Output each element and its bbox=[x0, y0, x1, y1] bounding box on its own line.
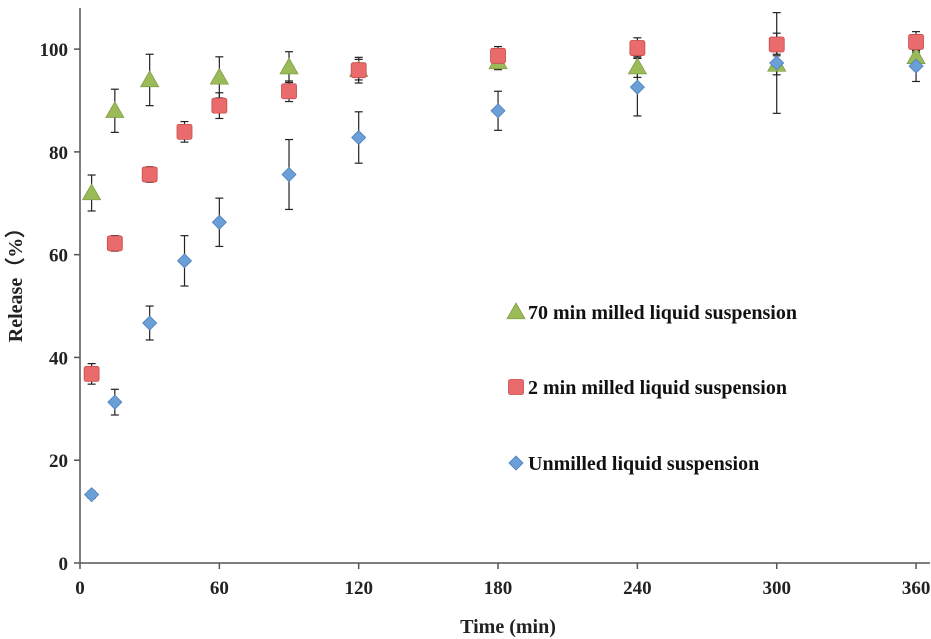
x-tick-label: 240 bbox=[623, 578, 652, 599]
axes bbox=[74, 8, 930, 569]
x-tick-label: 0 bbox=[75, 578, 85, 599]
y-tick-label: 40 bbox=[49, 348, 68, 369]
data-point-diamond bbox=[176, 253, 193, 269]
x-tick-label: 180 bbox=[484, 578, 513, 599]
legend-label: Unmilled liquid suspension bbox=[528, 453, 759, 475]
data-point-square bbox=[768, 36, 785, 53]
data-point-square bbox=[176, 123, 193, 140]
x-tick-label: 360 bbox=[902, 578, 931, 599]
data-point-diamond bbox=[629, 79, 645, 95]
error-bars bbox=[87, 12, 921, 499]
data-point-diamond bbox=[490, 103, 506, 119]
x-axis-title: Time (min) bbox=[460, 616, 556, 638]
data-point-triangle bbox=[81, 183, 102, 201]
data-point-square bbox=[629, 40, 646, 56]
data-point-square bbox=[490, 47, 506, 64]
data-point-square bbox=[106, 235, 123, 252]
y-tick-label: 80 bbox=[49, 143, 68, 164]
data-point-square bbox=[141, 166, 158, 183]
data-point-square bbox=[83, 365, 100, 382]
data-point-diamond bbox=[142, 315, 158, 331]
y-tick-label: 20 bbox=[49, 451, 68, 472]
x-tick-label: 120 bbox=[344, 578, 373, 599]
legend-label: 2 min milled liquid suspension bbox=[528, 377, 787, 399]
data-points bbox=[81, 34, 926, 503]
data-point-square bbox=[211, 97, 228, 114]
x-tick-label: 60 bbox=[210, 578, 229, 599]
data-point-diamond bbox=[281, 166, 297, 183]
legend-marker-square bbox=[508, 379, 524, 395]
legend-label: 70 min milled liquid suspension bbox=[528, 302, 797, 324]
data-point-triangle bbox=[279, 57, 299, 75]
data-point-square bbox=[908, 34, 924, 50]
data-point-triangle bbox=[627, 57, 648, 75]
y-axis-title: Release（%） bbox=[4, 218, 27, 342]
data-point-square bbox=[350, 62, 367, 79]
data-point-diamond bbox=[107, 394, 123, 410]
data-point-diamond bbox=[769, 55, 785, 71]
data-point-diamond bbox=[351, 129, 367, 146]
data-point-diamond bbox=[908, 58, 924, 74]
data-point-triangle bbox=[139, 70, 160, 88]
data-point-square bbox=[281, 83, 297, 100]
data-point-diamond bbox=[211, 214, 227, 230]
data-point-triangle bbox=[105, 100, 125, 118]
y-tick-label: 0 bbox=[59, 554, 69, 575]
x-tick-label: 300 bbox=[762, 578, 791, 599]
tick-labels: 0 20 40 60 80 100 0 60 120 180 240 300 360 bbox=[40, 40, 931, 599]
legend: 70 min milled liquid suspension 2 min mil… bbox=[506, 302, 797, 475]
data-point-triangle bbox=[209, 67, 230, 85]
data-point-diamond bbox=[84, 487, 100, 503]
legend-marker-diamond bbox=[508, 455, 524, 471]
y-tick-label: 60 bbox=[49, 246, 68, 267]
y-tick-label: 100 bbox=[40, 40, 69, 61]
legend-marker-triangle bbox=[506, 302, 526, 320]
